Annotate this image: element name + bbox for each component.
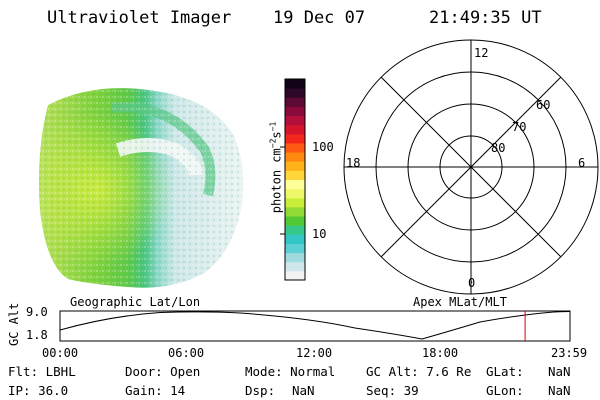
observation-date: 19 Dec 07	[273, 8, 366, 28]
glon-value: NaN	[548, 383, 571, 398]
mlt-label-12: 12	[474, 46, 489, 60]
colorbar-cell	[285, 252, 305, 263]
colorbar-cell	[285, 124, 305, 135]
observation-time: 21:49:35 UT	[429, 8, 542, 28]
colorbar-unit-sup1: −2	[268, 138, 278, 149]
colorbar-cell	[285, 170, 305, 180]
timeline-xtick-2359: 23:59	[551, 346, 588, 360]
colorbar-unit-text: photon cm	[269, 148, 284, 214]
timeline-xtick-0600: 06:00	[168, 346, 205, 360]
gain-info: Gain: 14	[125, 383, 186, 398]
sequence-info: Seq: 39	[366, 383, 419, 398]
colorbar-cell	[285, 142, 305, 153]
apex-label: Apex MLat/MLT	[413, 295, 507, 309]
instrument-title: Ultraviolet Imager	[47, 8, 232, 28]
colorbar-unit-sup2: −1	[268, 121, 278, 132]
timeline-ytick-high: 9.0	[26, 305, 48, 319]
polar-grid	[343, 39, 599, 295]
ip-info: IP: 36.0	[8, 383, 69, 398]
altitude-timeline	[59, 310, 571, 342]
glon-label: GLon:	[486, 383, 524, 398]
filter-info: Flt: LBHL	[8, 364, 76, 379]
lat-label-70: 70	[512, 120, 527, 134]
colorbar-cell	[285, 270, 305, 281]
lat-label-60: 60	[536, 98, 551, 112]
colorbar-cell	[285, 216, 305, 226]
dsp-value: NaN	[292, 383, 315, 398]
mlt-label-6: 6	[578, 156, 586, 170]
mlt-label-0: 0	[468, 276, 476, 290]
mlt-label-18: 18	[346, 156, 361, 170]
colorbar-cell	[285, 261, 305, 272]
geographic-label: Geographic Lat/Lon	[70, 295, 201, 309]
timeline-ylabel: GC Alt	[7, 302, 21, 346]
colorbar-cell	[285, 243, 305, 254]
colorbar-cell	[285, 206, 305, 217]
altitude-curve	[59, 311, 571, 340]
colorbar-tick-label-100: 100	[312, 140, 334, 154]
glat-label: GLat:	[486, 364, 524, 379]
colorbar-cell	[285, 225, 305, 235]
colorbar-cell	[285, 88, 305, 98]
timeline-frame	[59, 310, 571, 342]
glat-value: NaN	[548, 364, 571, 379]
colorbar-cell	[285, 106, 305, 117]
colorbar-cell	[285, 161, 305, 171]
colorbar	[280, 78, 306, 281]
colorbar-tick-label-10: 10	[312, 227, 327, 241]
timeline-xtick-1200: 12:00	[296, 346, 333, 360]
timeline-xtick-0000: 00:00	[42, 346, 79, 360]
colorbar-cell	[285, 115, 305, 126]
colorbar-cell	[285, 79, 305, 89]
colorbar-unit-s: s	[269, 131, 284, 139]
colorbar-cell	[285, 152, 305, 162]
colorbar-unit-label: photon cm−2s−1	[269, 108, 284, 228]
timeline-ytick-low: 1.8	[26, 328, 48, 342]
colorbar-cell	[285, 197, 305, 208]
colorbar-cell	[285, 234, 305, 244]
timeline-xtick-1800: 18:00	[422, 346, 459, 360]
gc-alt-info: GC Alt: 7.6 Re	[366, 364, 472, 379]
lat-label-80: 80	[491, 141, 506, 155]
dsp-label: Dsp:	[245, 383, 276, 398]
uv-image	[39, 88, 244, 288]
colorbar-cell	[285, 179, 305, 190]
door-info: Door: Open	[125, 364, 201, 379]
mode-info: Mode: Normal	[245, 364, 336, 379]
colorbar-cell	[285, 97, 305, 107]
colorbar-cell	[285, 188, 305, 199]
colorbar-cell	[285, 133, 305, 144]
polar-diagonal-b	[380, 76, 562, 258]
